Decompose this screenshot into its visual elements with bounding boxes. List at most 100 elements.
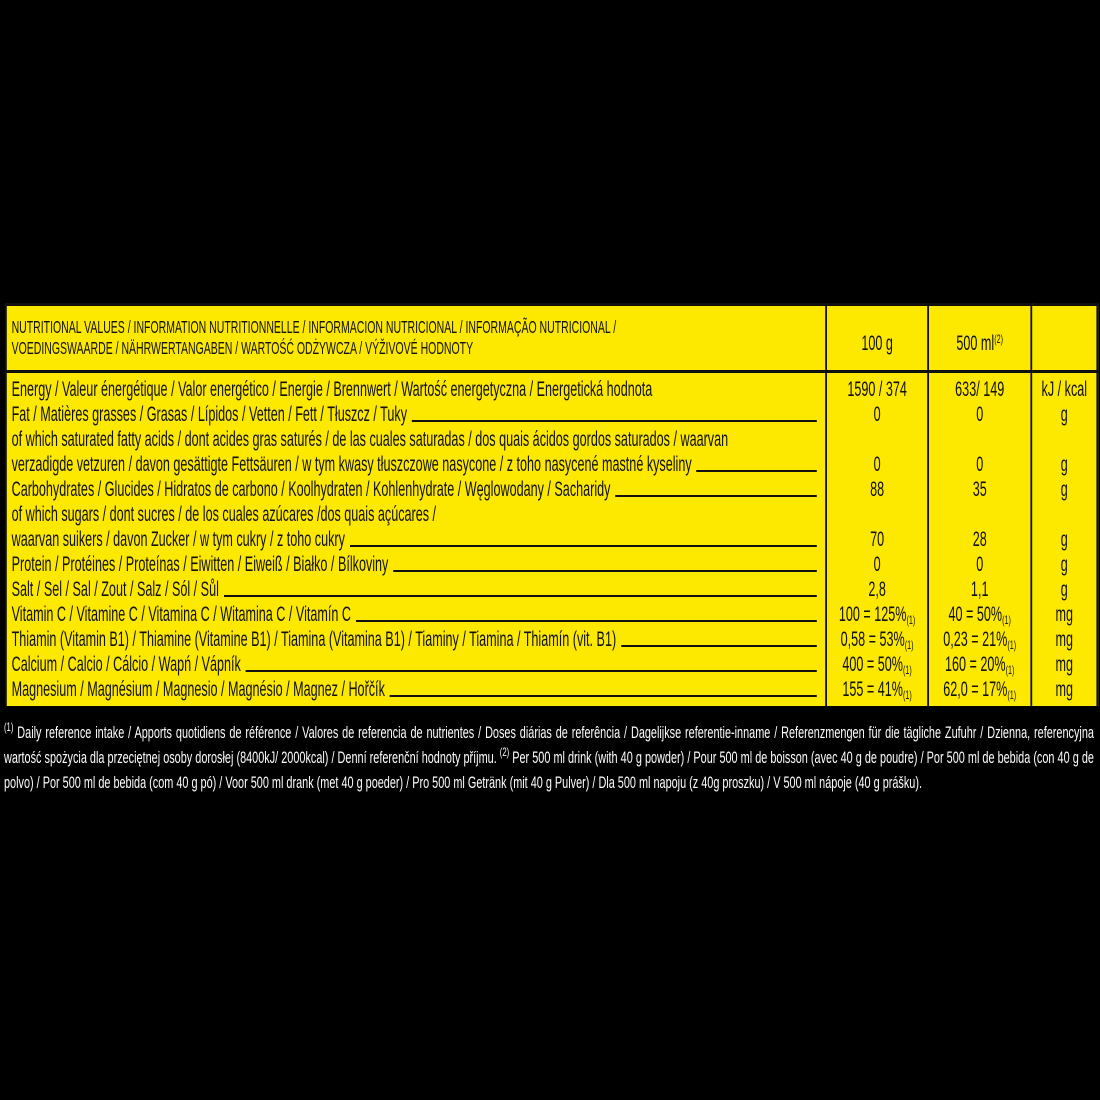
footnote-ref: (1) <box>1007 638 1017 652</box>
nutrition-table: NUTRITIONAL VALUES / INFORMATION NUTRITI… <box>5 303 1099 706</box>
column-header-500ml: 500 ml(2) <box>927 303 1033 373</box>
nutrient-labels-column: Energy / Valeur énergétique / Valor ener… <box>5 371 828 706</box>
value-text: 0 <box>976 453 984 476</box>
value-text: 1590 / 374 <box>847 378 907 401</box>
nutrient-label: Calcium / Calcio / Cálcio / Wapń / Vápní… <box>11 653 241 676</box>
value-text: 35 <box>972 478 987 501</box>
value-per-100g: 100 = 125% (1) <box>827 602 927 627</box>
footnote-ref: (1) <box>903 688 912 702</box>
leader-line <box>411 420 817 422</box>
unit: mg <box>1055 678 1074 701</box>
value-per-100g: 2,8 <box>827 577 927 602</box>
nutrient-label: verzadigde vetzuren / davon gesättigte F… <box>11 453 692 476</box>
footnote-ref: (1) <box>1002 613 1011 627</box>
leader-line <box>620 645 817 647</box>
value-text: 0 <box>873 453 881 476</box>
value-per-500ml: 0,23 = 21% (1) <box>929 627 1030 652</box>
nutrient-label: Protein / Protéines / Proteínas / Eiwitt… <box>11 553 389 576</box>
value-text: 0,58 = 53% <box>840 628 905 651</box>
leader-line <box>355 620 817 622</box>
nutrient-label: Salt / Sel / Sal / Zout / Salz / Sól / S… <box>11 578 219 601</box>
value-per-500ml: 1,1 <box>929 577 1030 602</box>
spacer <box>827 427 927 452</box>
column-header-100g: 100 g <box>825 303 930 373</box>
nutrient-label: Magnesium / Magnésium / Magnesio / Magné… <box>11 678 385 701</box>
value-text: 40 = 50% <box>948 603 1003 626</box>
unit: g <box>1060 578 1068 601</box>
table-body: Energy / Valeur énergétique / Valor ener… <box>5 371 1099 706</box>
unit: kJ / kcal <box>1041 378 1088 401</box>
unit: g <box>1060 528 1068 551</box>
unit: mg <box>1055 603 1074 626</box>
value-text: 28 <box>972 528 987 551</box>
footnote-1-marker: (1) <box>4 720 14 734</box>
table-title: NUTRITIONAL VALUES / INFORMATION NUTRITI… <box>5 303 828 373</box>
nutrient-label-line: Thiamin (Vitamin B1) / Thiamine (Vitamin… <box>7 627 825 652</box>
nutrient-label: Thiamin (Vitamin B1) / Thiamine (Vitamin… <box>11 628 617 651</box>
spacer <box>929 502 1030 527</box>
leader-line <box>245 670 817 672</box>
spacer <box>1032 502 1096 527</box>
footnote-ref: (1) <box>1007 688 1017 702</box>
value-per-100g: 0 <box>827 402 927 427</box>
value-per-100g: 400 = 50% (1) <box>827 652 927 677</box>
value-text: 0 <box>873 403 881 426</box>
unit: mg <box>1055 653 1074 676</box>
nutrient-label-line: waarvan suikers / davon Zucker / w tym c… <box>7 527 825 552</box>
unit: g <box>1060 553 1068 576</box>
footnote-ref: (2) <box>994 332 1004 346</box>
footnote-2-marker: (2) <box>499 745 510 759</box>
nutrient-label: of which saturated fatty acids / dont ac… <box>11 428 729 451</box>
value-per-500ml: 633/ 149 <box>929 377 1030 402</box>
column-header-unit <box>1030 303 1099 373</box>
table-header-row: NUTRITIONAL VALUES / INFORMATION NUTRITI… <box>5 303 1099 373</box>
value-per-500ml: 62,0 = 17% (1) <box>929 677 1030 702</box>
footnotes: (1) Daily reference intake / Apports quo… <box>4 720 1094 795</box>
spacer <box>929 427 1030 452</box>
unit: mg <box>1055 628 1074 651</box>
per-500ml-column: 633/ 149 0 0 35 28 0 1,1 40 = 50% (1) 0,23 = 21%(… <box>927 371 1033 706</box>
value-per-100g: 1590 / 374 <box>827 377 927 402</box>
value-text: 2,8 <box>868 578 886 601</box>
nutrient-label: Carbohydrates / Glucides / Hidratos de c… <box>11 478 611 501</box>
value-text: 100 = 125% <box>838 603 907 626</box>
nutrient-label-line: Protein / Protéines / Proteínas / Eiwitt… <box>7 552 825 577</box>
nutrient-label-line: Magnesium / Magnésium / Magnesio / Magné… <box>7 677 825 702</box>
footnote-1-text: Daily reference intake / Apports quotidi… <box>4 723 1094 767</box>
nutrient-label-line: verzadigde vetzuren / davon gesättigte F… <box>7 452 825 477</box>
value-per-100g: 88 <box>827 477 927 502</box>
value-text: 633/ 149 <box>955 378 1005 401</box>
value-per-500ml: 0 <box>929 452 1030 477</box>
value-per-500ml: 40 = 50% (1) <box>929 602 1030 627</box>
nutrient-label-line: Energy / Valeur énergétique / Valor ener… <box>7 377 825 402</box>
nutrient-label-line: Carbohydrates / Glucides / Hidratos de c… <box>7 477 825 502</box>
value-text: 0 <box>873 553 881 576</box>
nutrient-label-line: Fat / Matières grasses / Grasas / Lípido… <box>7 402 825 427</box>
footnote-2-text: Per 500 ml drink (with 40 g powder) / Po… <box>4 748 1094 792</box>
value-per-500ml: 0 <box>929 552 1030 577</box>
value-text: 88 <box>870 478 885 501</box>
unit-column: kJ / kcal g g g g g g mg mg mg mg <box>1030 371 1099 706</box>
footnote-ref: (1) <box>1005 663 1015 677</box>
nutrient-label: Energy / Valeur énergétique / Valor ener… <box>11 378 653 401</box>
nutrient-label-line: Vitamin C / Vitamine C / Vitamina C / Wi… <box>7 602 825 627</box>
value-text: 155 = 41% <box>842 678 904 701</box>
nutrient-label: Fat / Matières grasses / Grasas / Lípido… <box>11 403 408 426</box>
table-title-line-1: NUTRITIONAL VALUES / INFORMATION NUTRITI… <box>11 317 617 337</box>
spacer <box>1032 427 1096 452</box>
per-100g-column: 1590 / 374 0 0 88 70 0 2,8 100 = 125% (1) 0,58 = … <box>825 371 930 706</box>
value-per-500ml: 0 <box>929 402 1030 427</box>
footnote-ref: (1) <box>904 638 914 652</box>
leader-line <box>615 495 817 497</box>
nutrient-label-line: of which saturated fatty acids / dont ac… <box>7 427 825 452</box>
value-per-500ml: 28 <box>929 527 1030 552</box>
leader-line <box>696 470 817 472</box>
nutrient-label: Vitamin C / Vitamine C / Vitamina C / Wi… <box>11 603 351 626</box>
value-text: 62,0 = 17% <box>943 678 1008 701</box>
value-per-100g: 0 <box>827 552 927 577</box>
value-text: 160 = 20% <box>944 653 1006 676</box>
nutrient-label-line: of which sugars / dont sucres / de los c… <box>7 502 825 527</box>
column-header-500ml-text: 500 ml <box>956 332 995 355</box>
value-text: 1,1 <box>970 578 989 601</box>
value-text: 0,23 = 21% <box>943 628 1008 651</box>
